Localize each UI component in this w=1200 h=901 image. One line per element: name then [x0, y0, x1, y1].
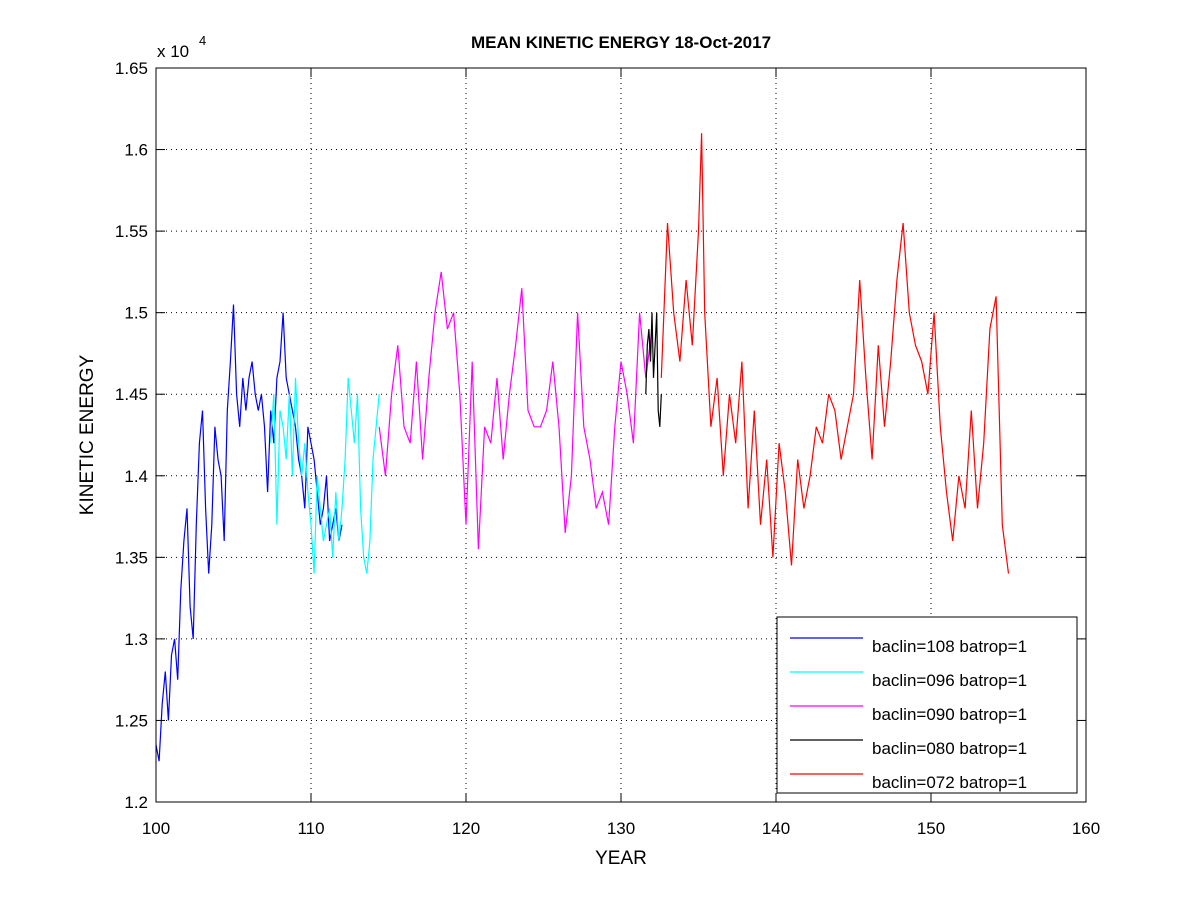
chart-title: MEAN KINETIC ENERGY 18-Oct-2017 [471, 33, 771, 52]
y-multiplier-label: x 10 [157, 42, 189, 61]
y-tick-label: 1.5 [124, 304, 148, 323]
y-tick-label: 1.3 [124, 630, 148, 649]
legend: baclin=108 batrop=1 baclin=096 batrop=1 ba… [776, 616, 1078, 794]
x-tick-label: 150 [917, 819, 945, 838]
y-axis-label: KINETIC ENERGY [77, 354, 98, 515]
grid-lines [156, 68, 1086, 802]
x-tick-label: 100 [142, 819, 170, 838]
y-tick-label: 1.2 [124, 793, 148, 812]
series-lines [155, 133, 1010, 762]
legend-box [776, 616, 1078, 794]
y-tick-label: 1.65 [115, 59, 148, 78]
legend-entry: baclin=090 batrop=1 [872, 705, 1027, 724]
y-tick-label: 1.55 [115, 222, 148, 241]
x-tick-label: 130 [607, 819, 635, 838]
legend-entry: baclin=080 batrop=1 [872, 739, 1027, 758]
y-tick-label: 1.25 [115, 711, 148, 730]
x-tick-label: 140 [762, 819, 790, 838]
x-tick-label: 160 [1072, 819, 1100, 838]
y-tick-label: 1.6 [124, 141, 148, 160]
series-line-3 [378, 271, 653, 550]
series-line-2 [270, 377, 380, 574]
y-tick-labels: 1.2 1.25 1.3 1.35 1.4 1.45 1.5 1.55 1.6 1.65 [115, 59, 148, 812]
x-axis-label: YEAR [595, 848, 647, 869]
series-line-1 [155, 304, 343, 762]
series-line-4 [645, 312, 662, 427]
series-line-5 [660, 133, 1010, 574]
y-tick-label: 1.4 [124, 467, 148, 486]
x-tick-labels: 100 110 120 130 140 150 160 [142, 819, 1100, 838]
y-tick-label: 1.45 [115, 385, 148, 404]
x-tick-label: 120 [452, 819, 480, 838]
x-tick-label: 110 [297, 819, 324, 838]
y-multiplier-exponent: 4 [199, 33, 206, 48]
legend-entry: baclin=096 batrop=1 [872, 671, 1027, 690]
axis-ticks [155, 67, 1087, 803]
legend-entry: baclin=108 batrop=1 [872, 637, 1027, 656]
y-tick-label: 1.35 [115, 548, 148, 567]
legend-entry: baclin=072 batrop=1 [872, 773, 1027, 792]
